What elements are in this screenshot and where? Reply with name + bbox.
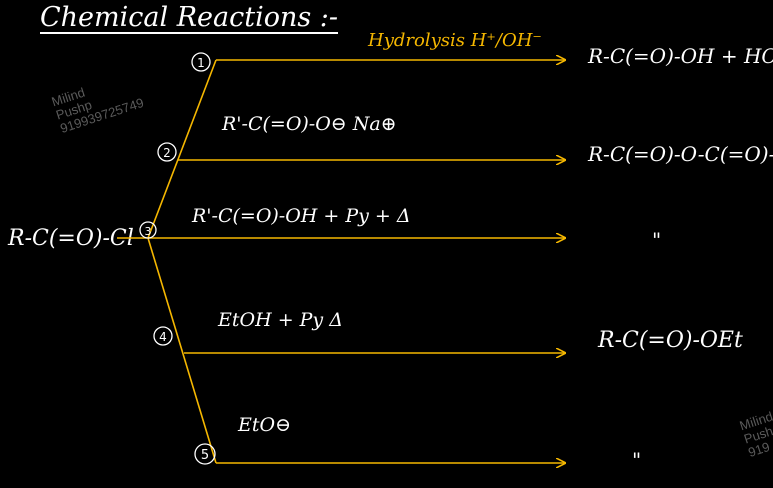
svg-text:1: 1 bbox=[197, 56, 205, 70]
route-number-5: 5 bbox=[194, 443, 216, 465]
route-number-1: 1 bbox=[191, 52, 211, 72]
reagent-route-3: R'-C(=O)-OH + Py + Δ bbox=[192, 205, 411, 227]
reagent-route-4: EtOH + Py Δ bbox=[218, 309, 343, 331]
svg-text:5: 5 bbox=[201, 448, 209, 463]
route-number-3: 3 bbox=[139, 221, 157, 239]
reagent-route-5: EtO⊖ bbox=[238, 414, 292, 436]
product-route-3: " bbox=[652, 228, 662, 252]
branch-line-lower bbox=[147, 237, 217, 464]
svg-text:2: 2 bbox=[163, 146, 171, 160]
route-number-2: 2 bbox=[157, 142, 177, 162]
product-route-1: R-C(=O)-OH + HCl bbox=[588, 44, 773, 68]
svg-text:4: 4 bbox=[159, 330, 167, 344]
svg-text:3: 3 bbox=[145, 225, 152, 238]
reagent-route-1: Hydrolysis H⁺/OH⁻ bbox=[368, 30, 542, 51]
reactant-acid-chloride: R-C(=O)-Cl bbox=[8, 226, 134, 251]
product-route-4: R-C(=O)-OEt bbox=[598, 328, 743, 353]
branch-line-upper bbox=[147, 59, 217, 239]
reagent-route-2: R'-C(=O)-O⊖ Na⊕ bbox=[222, 113, 397, 135]
product-route-5: " bbox=[632, 448, 642, 472]
product-route-2: R-C(=O)-O-C(=O)-R' bbox=[588, 142, 773, 166]
route-number-4: 4 bbox=[153, 326, 173, 346]
page-title: Chemical Reactions :- bbox=[40, 2, 339, 33]
